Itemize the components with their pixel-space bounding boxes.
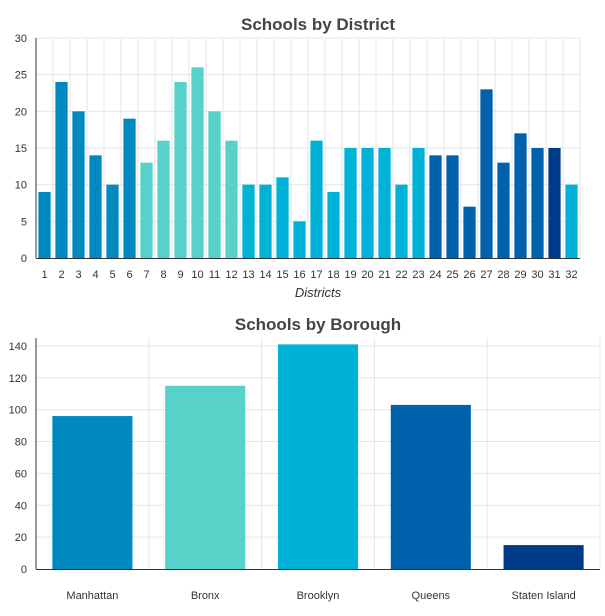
y-tick-label: 25 (15, 70, 27, 82)
bar-28 (497, 162, 510, 258)
bar-brooklyn (277, 344, 359, 569)
y-tick-label: 0 (21, 253, 27, 265)
bar-3 (72, 111, 85, 258)
bar-21 (378, 148, 391, 258)
x-tick-label: 27 (480, 269, 492, 281)
x-tick-label: 8 (160, 269, 166, 281)
x-tick-label: 6 (126, 269, 132, 281)
bar-manhattan (52, 416, 133, 569)
x-tick-label: 3 (75, 269, 81, 281)
y-tick-label: 0 (21, 564, 27, 576)
x-tick-label: 28 (497, 269, 509, 281)
y-tick-label: 5 (21, 216, 27, 228)
x-tick-label: 4 (92, 269, 98, 281)
x-tick-label: 17 (310, 269, 322, 281)
x-tick-label: 14 (259, 269, 271, 281)
bar-1 (38, 192, 51, 258)
x-tick-label: 25 (446, 269, 458, 281)
x-tick-label: 13 (242, 269, 254, 281)
x-tick-label: 29 (514, 269, 526, 281)
bar-17 (310, 140, 323, 258)
x-tick-label: 7 (143, 269, 149, 281)
bar-staten-island (503, 545, 584, 569)
x-tick-label: Manhattan (66, 590, 118, 602)
y-tick-label: 30 (15, 33, 27, 45)
x-tick-label: 15 (276, 269, 288, 281)
x-tick-label: 16 (293, 269, 305, 281)
y-tick-label: 20 (15, 106, 27, 118)
x-tick-label: 26 (463, 269, 475, 281)
bar-31 (548, 148, 561, 258)
bar-16 (293, 221, 306, 258)
y-tick-label: 15 (15, 143, 27, 155)
bar-7 (140, 162, 153, 258)
chart-title: Schools by Borough (235, 315, 401, 334)
bar-6 (123, 118, 136, 259)
bar-5 (106, 184, 119, 258)
grid-lines (35, 37, 581, 258)
x-tick-label: 21 (378, 269, 390, 281)
y-tick-label: 100 (9, 405, 27, 417)
bar-19 (344, 148, 357, 258)
bar-24 (429, 155, 442, 258)
bar-queens (390, 404, 471, 569)
bar-15 (276, 177, 289, 258)
x-tick-label: 5 (109, 269, 115, 281)
bar-27 (480, 89, 493, 258)
x-tick-label: 24 (429, 269, 441, 281)
bar-30 (531, 148, 544, 258)
y-tick-label: 20 (15, 532, 27, 544)
x-tick-label: Bronx (191, 590, 220, 602)
x-tick-label: 9 (177, 269, 183, 281)
x-tick-label: 18 (327, 269, 339, 281)
y-tick-label: 40 (15, 500, 27, 512)
bar-bronx (165, 385, 246, 569)
bar-10 (191, 67, 204, 258)
bar-13 (242, 184, 255, 258)
y-tick-label: 60 (15, 468, 27, 480)
x-tick-label: 11 (209, 269, 220, 281)
bar-9 (174, 82, 187, 258)
x-tick-label: 23 (412, 269, 424, 281)
bar-20 (361, 148, 374, 258)
x-tick-label: 30 (531, 269, 543, 281)
x-tick-label: 22 (395, 269, 407, 281)
bar-25 (446, 155, 459, 258)
bar-14 (259, 184, 272, 258)
bar-18 (327, 192, 340, 258)
x-tick-label: Staten Island (511, 590, 575, 602)
bar-32 (565, 184, 578, 258)
bar-11 (208, 111, 221, 258)
bar-4 (89, 155, 102, 258)
bar-8 (157, 140, 170, 258)
y-tick-label: 80 (15, 437, 27, 449)
x-tick-label: Queens (412, 590, 451, 602)
x-tick-label: 12 (225, 269, 237, 281)
x-tick-label: 20 (361, 269, 373, 281)
chart-title: Schools by District (241, 15, 395, 34)
y-tick-label: 120 (9, 373, 27, 385)
district-chart: Schools by District Districts 0510152025… (15, 15, 581, 300)
y-tick-label: 10 (15, 180, 27, 192)
x-axis-label: Districts (295, 285, 342, 300)
x-tick-label: Brooklyn (297, 590, 340, 602)
x-tick-label: 19 (344, 269, 356, 281)
y-tick-label: 140 (9, 341, 27, 353)
bar-26 (463, 206, 476, 258)
x-tick-label: 32 (565, 269, 577, 281)
x-tick-label: 31 (548, 269, 560, 281)
x-tick-label: 2 (58, 269, 64, 281)
bar-12 (225, 140, 238, 258)
borough-chart: Schools by Borough 0 20 40 60 80 100 120 140 Man… (9, 315, 601, 602)
bar-29 (514, 133, 527, 258)
bar-22 (395, 184, 408, 258)
x-tick-label: 10 (191, 269, 203, 281)
bar-2 (55, 82, 68, 258)
x-tick-label: 1 (41, 269, 47, 281)
bar-23 (412, 148, 425, 258)
